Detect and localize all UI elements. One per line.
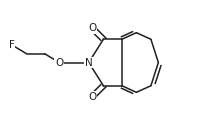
- Text: N: N: [85, 58, 93, 68]
- Text: O: O: [88, 23, 96, 33]
- Text: F: F: [9, 40, 15, 50]
- Text: O: O: [55, 58, 63, 68]
- Text: O: O: [88, 92, 96, 102]
